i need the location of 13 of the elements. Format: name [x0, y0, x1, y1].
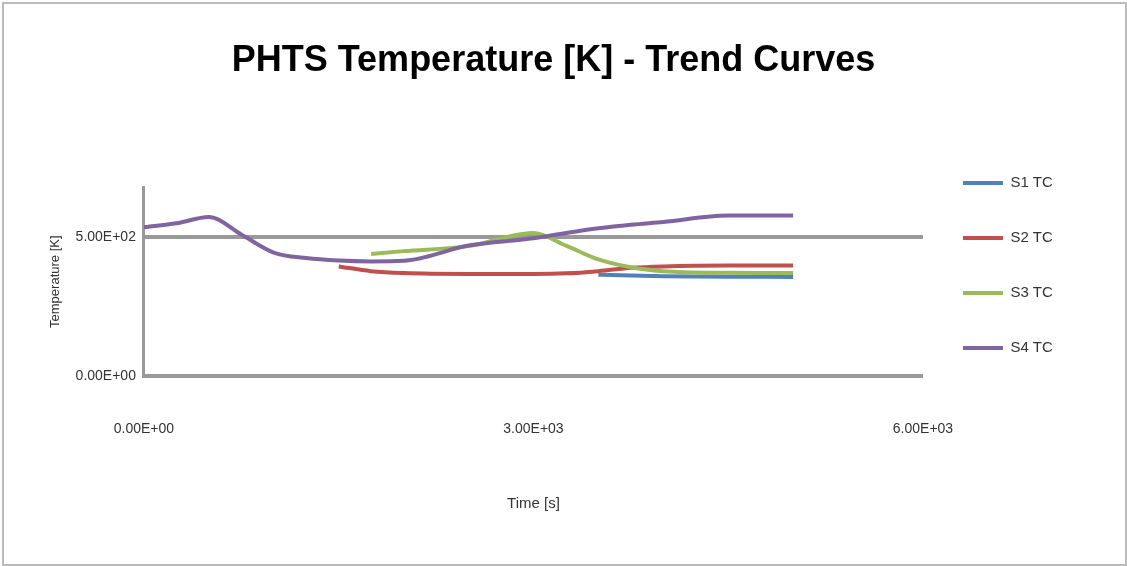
chart-title: PHTS Temperature [K] - Trend Curves [231, 37, 876, 79]
x-axis-title: Time [s] [507, 494, 560, 512]
y-axis-title: Temperature [K] [47, 235, 63, 328]
line-series [336, 263, 796, 276]
y-tick-label: 5.00E+02 [75, 228, 137, 245]
legend-label: S4 TC [1010, 338, 1053, 356]
x-tick-label: 3.00E+03 [503, 420, 564, 437]
legend-label: S3 TC [1010, 283, 1053, 301]
legend-label: S1 TC [1010, 173, 1053, 191]
legend-label: S2 TC [1010, 228, 1053, 246]
line-series [143, 213, 796, 264]
x-tick-label: 0.00E+00 [113, 420, 175, 437]
x-tick-label: 6.00E+03 [892, 420, 954, 437]
